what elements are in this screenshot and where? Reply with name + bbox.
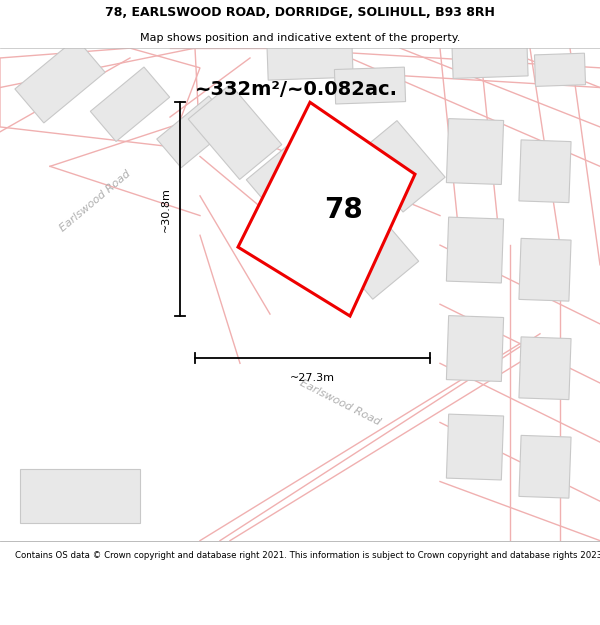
Polygon shape [446,414,503,480]
Polygon shape [519,140,571,202]
Polygon shape [519,238,571,301]
Polygon shape [322,201,419,299]
Polygon shape [238,102,415,316]
Text: ~27.3m: ~27.3m [290,373,335,383]
Polygon shape [355,121,445,212]
Polygon shape [334,67,406,104]
Polygon shape [519,436,571,498]
Polygon shape [20,469,140,523]
Polygon shape [519,337,571,399]
Text: ~332m²/~0.082ac.: ~332m²/~0.082ac. [195,80,398,99]
Polygon shape [91,67,170,141]
Text: Earlswood Road: Earlswood Road [58,168,133,233]
Polygon shape [188,84,282,179]
Polygon shape [157,96,233,168]
Text: Earlswood Road: Earlswood Road [298,378,382,428]
Text: 78: 78 [324,196,362,224]
Polygon shape [452,41,528,79]
Polygon shape [0,48,200,147]
Polygon shape [446,119,503,184]
Text: Contains OS data © Crown copyright and database right 2021. This information is : Contains OS data © Crown copyright and d… [15,551,600,560]
Polygon shape [446,316,503,381]
Polygon shape [535,53,586,86]
Polygon shape [446,217,503,283]
Polygon shape [247,142,344,240]
Polygon shape [15,38,105,123]
Polygon shape [267,40,353,80]
Text: Map shows position and indicative extent of the property.: Map shows position and indicative extent… [140,32,460,43]
Text: ~30.8m: ~30.8m [161,187,171,232]
Text: 78, EARLSWOOD ROAD, DORRIDGE, SOLIHULL, B93 8RH: 78, EARLSWOOD ROAD, DORRIDGE, SOLIHULL, … [105,6,495,19]
